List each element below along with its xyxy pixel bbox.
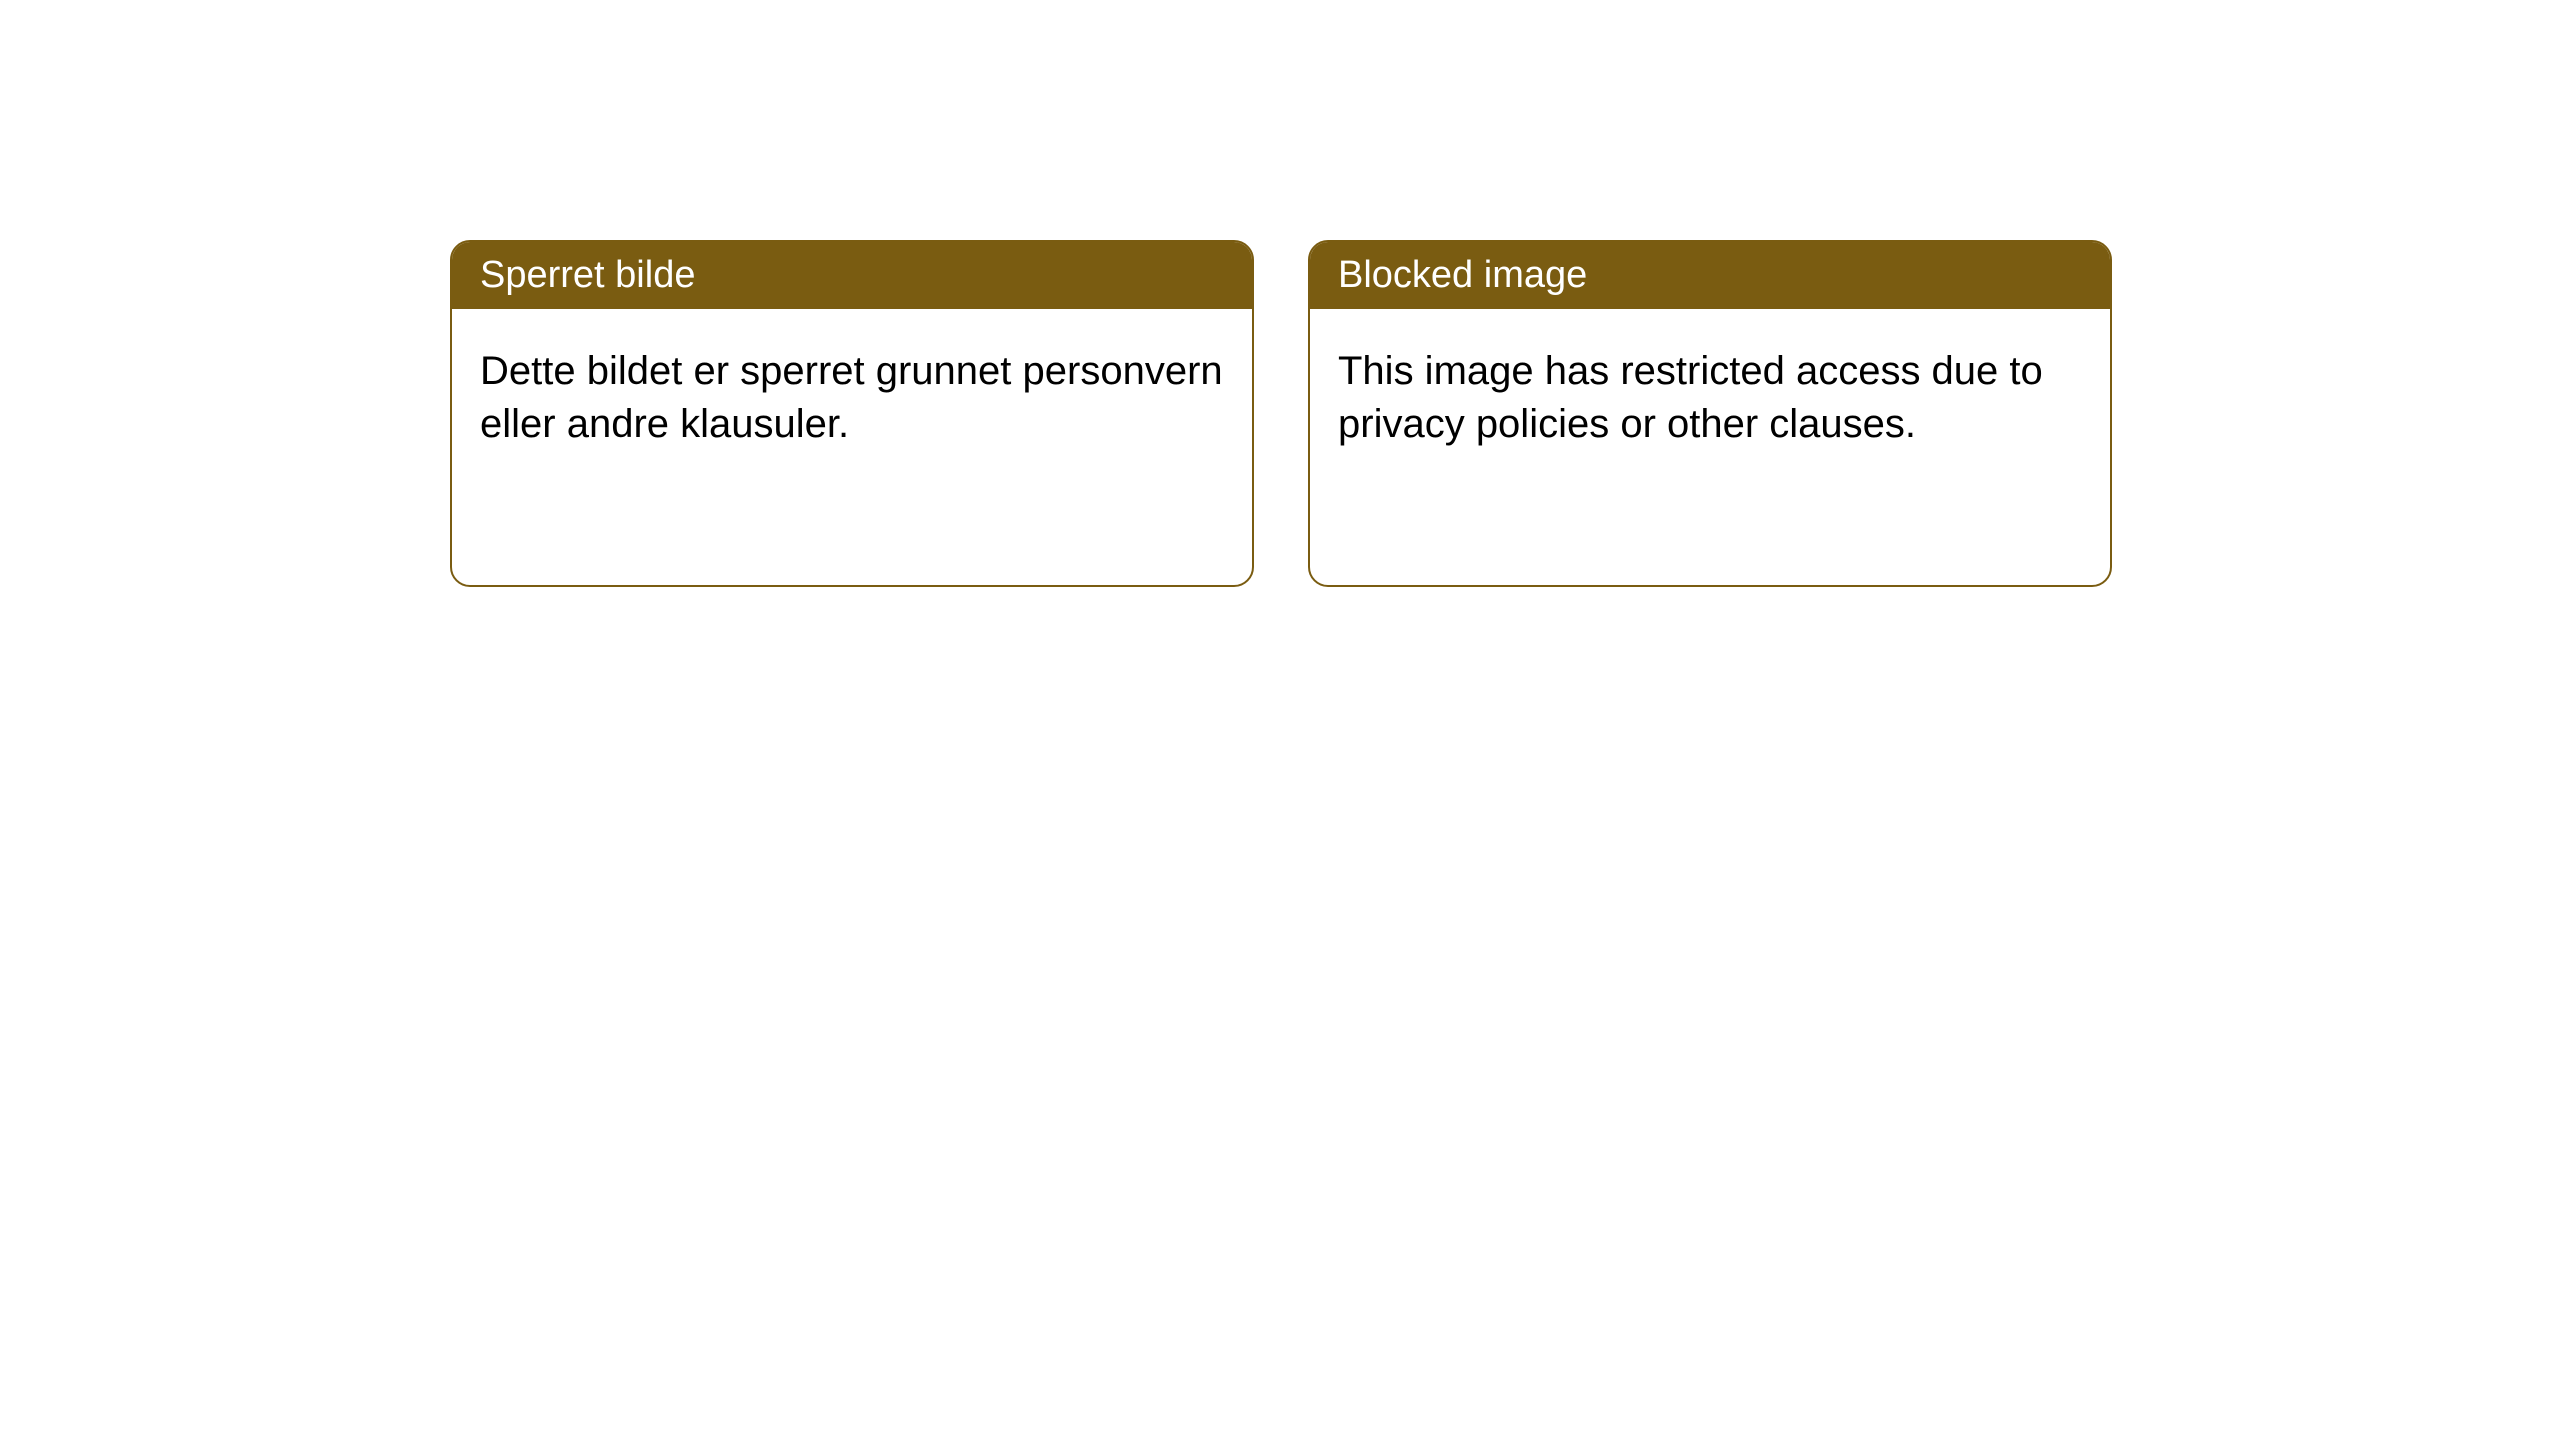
notice-card-body: This image has restricted access due to … bbox=[1310, 309, 2110, 585]
notice-card-english: Blocked image This image has restricted … bbox=[1308, 240, 2112, 587]
notice-container: Sperret bilde Dette bildet er sperret gr… bbox=[0, 0, 2560, 587]
notice-card-title: Blocked image bbox=[1310, 242, 2110, 309]
notice-card-title: Sperret bilde bbox=[452, 242, 1252, 309]
notice-card-body: Dette bildet er sperret grunnet personve… bbox=[452, 309, 1252, 585]
notice-card-norwegian: Sperret bilde Dette bildet er sperret gr… bbox=[450, 240, 1254, 587]
